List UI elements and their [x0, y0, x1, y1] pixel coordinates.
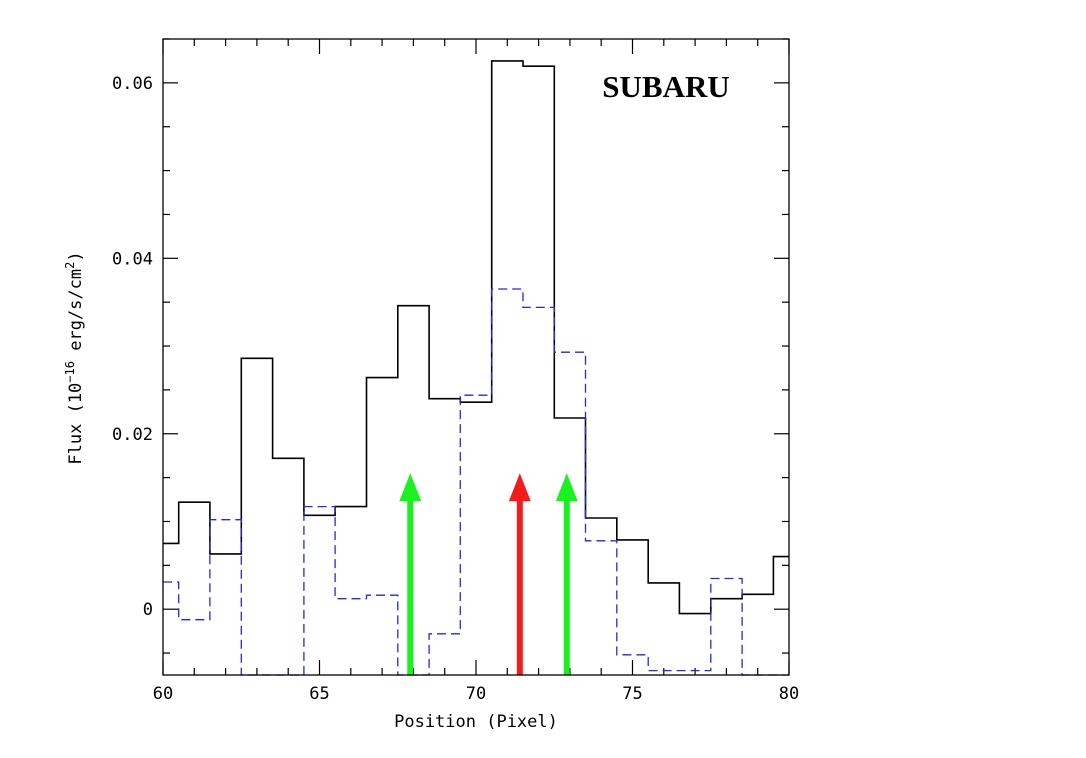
ticks — [162, 38, 790, 675]
x-axis-label: Position (Pixel) — [394, 712, 558, 732]
arrow-head — [399, 473, 422, 502]
x-tick-label: 70 — [466, 684, 486, 704]
y-axis-label-units: erg/s/cm — [66, 269, 86, 361]
arrows — [399, 473, 578, 675]
x-tick-label: 75 — [622, 684, 642, 704]
y-tick-label: 0 — [143, 600, 153, 620]
arrow-head — [508, 473, 531, 502]
y-axis-label-exponent: −16 — [63, 361, 77, 383]
panel-label: SUBARU — [602, 69, 729, 104]
y-axis-label: Flux (10−16 erg/s/cm2) — [63, 251, 86, 464]
arrow-marker-2 — [508, 473, 531, 675]
plot-frame — [162, 38, 790, 676]
x-tick-label: 65 — [309, 684, 329, 704]
arrow-marker-3 — [555, 473, 578, 675]
y-axis-label-square: 2 — [63, 262, 77, 269]
arrow-head — [555, 473, 578, 502]
arrow-marker-1 — [399, 473, 422, 675]
x-tick-label: 60 — [153, 684, 173, 704]
y-tick-label: 0.04 — [112, 249, 153, 269]
series — [163, 60, 789, 676]
y-tick-label: 0.02 — [112, 425, 153, 445]
series-line-1 — [163, 60, 789, 615]
tick-labels: 60 65 70 75 80 0 0.02 0.04 0.06 — [112, 74, 799, 704]
y-tick-label: 0.06 — [112, 74, 153, 94]
y-axis-label-close: ) — [66, 251, 86, 261]
series-line-2 — [163, 288, 789, 676]
y-axis-label-main: Flux (10 — [66, 383, 86, 465]
x-tick-label: 80 — [779, 684, 799, 704]
